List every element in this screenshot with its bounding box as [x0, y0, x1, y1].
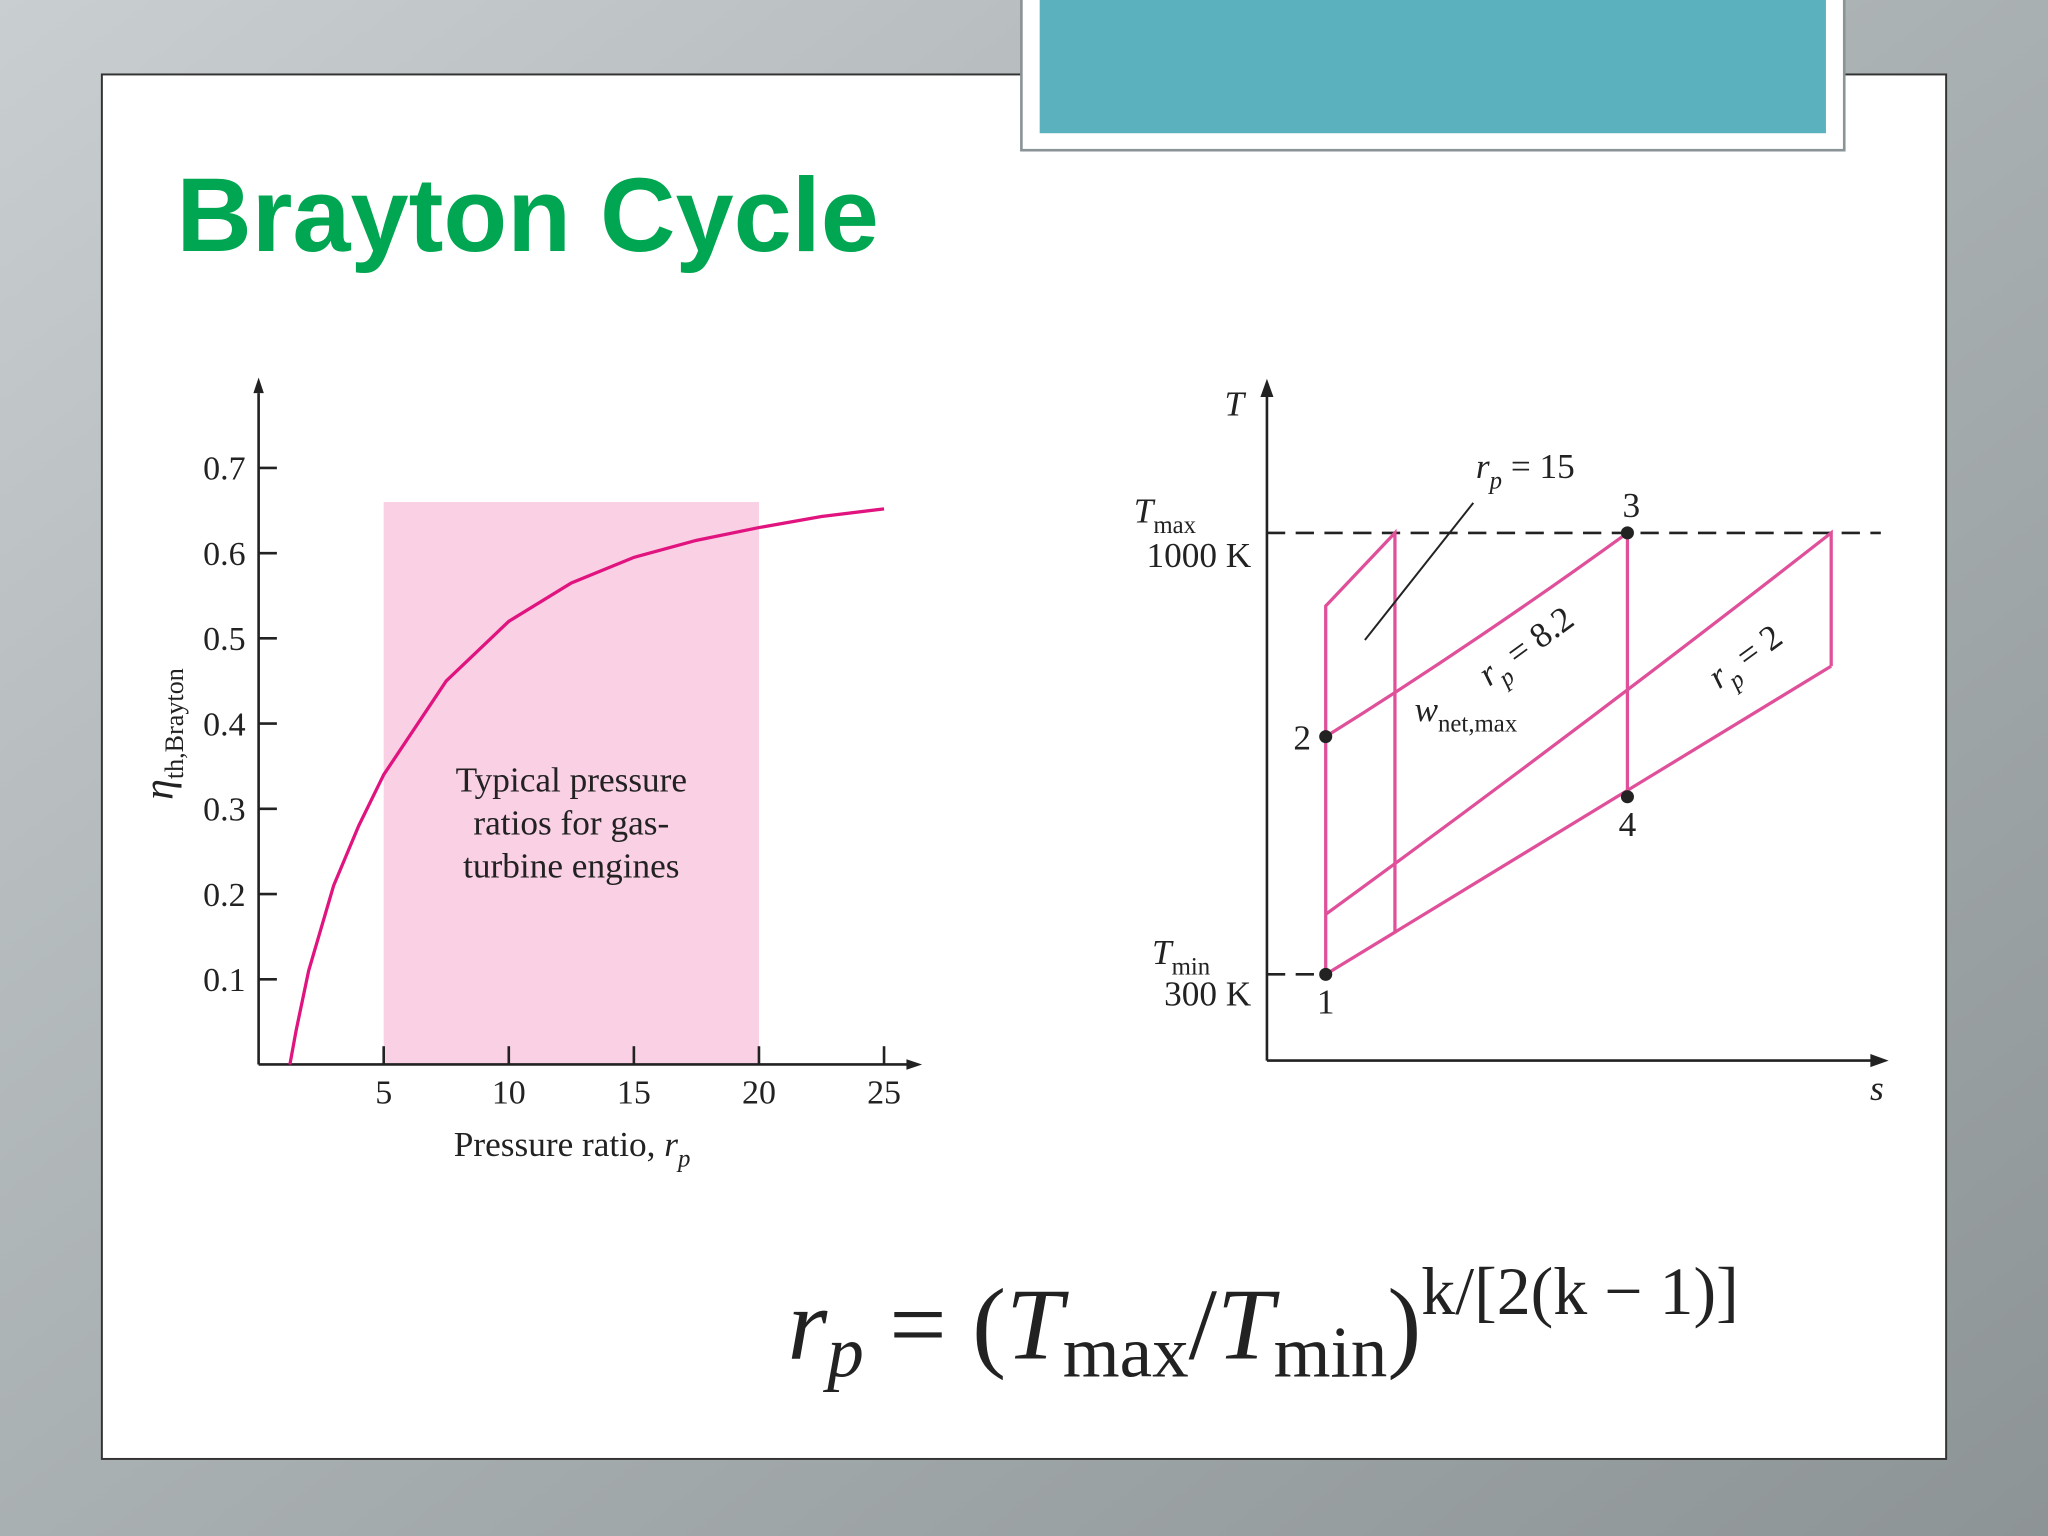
tmax-label: Tmax: [1134, 491, 1197, 538]
y-tick-label: 0.1: [203, 962, 245, 999]
low-pressure-line: [1324, 664, 1833, 976]
work-subscript: net,max: [1438, 710, 1518, 737]
state-point: [1620, 526, 1634, 540]
x-axis-label-text: Pressure ratio,: [454, 1125, 664, 1164]
formula-part: T: [1217, 1268, 1280, 1381]
state-label: 4: [1619, 805, 1637, 844]
s-axis-label: s: [1870, 1069, 1884, 1108]
formula-part: p: [822, 1312, 864, 1393]
rp15-label: rp = 15: [1476, 447, 1575, 494]
state-label: 1: [1317, 983, 1335, 1022]
y-axis-label-subscript: th,Brayton: [160, 668, 189, 779]
tmax-symbol: T: [1134, 491, 1156, 530]
y-tick-label: 0.7: [203, 451, 245, 488]
rp15-subscript: p: [1488, 467, 1502, 494]
cycle-rp2: [1324, 529, 1833, 916]
formula-part: r: [788, 1268, 828, 1381]
work-label: wnet,max: [1415, 690, 1518, 737]
efficiency-chart: Pressure ratio, rp ηth,Brayton Typical p…: [136, 377, 923, 1172]
range-label: Typical pressure: [456, 761, 687, 800]
formula-part: T: [1006, 1268, 1069, 1381]
rp15-symbol: r: [1476, 447, 1490, 486]
y-axis-label: ηth,Brayton: [136, 668, 188, 800]
tmin-label: Tmin: [1152, 933, 1211, 980]
s-axis-arrow: [1870, 1054, 1889, 1068]
range-label: ratios for gas-: [473, 804, 669, 843]
content-panel: [100, 73, 1948, 1460]
tmin-subscript: min: [1172, 953, 1211, 980]
y-tick-label: 0.6: [203, 536, 245, 573]
x-tick-label: 20: [742, 1075, 776, 1112]
x-axis-label: Pressure ratio, rp: [454, 1125, 691, 1172]
x-axis-arrow: [906, 1059, 923, 1070]
leader-line: [1364, 502, 1475, 641]
cycle-rp15: [1324, 528, 1397, 975]
header-fill: [1039, 0, 1826, 134]
x-axis-label-subscript: p: [676, 1145, 690, 1172]
tmax-subscript: max: [1153, 512, 1196, 539]
formula-part: = (: [864, 1268, 1006, 1381]
y-tick-label: 0.4: [203, 706, 245, 743]
formula-part: /: [1189, 1268, 1218, 1381]
t-axis-label: T: [1224, 384, 1246, 423]
x-tick-label: 10: [492, 1075, 526, 1112]
cycle-rp8: [1324, 529, 1630, 797]
state-label: 3: [1623, 486, 1641, 525]
state-point: [1319, 730, 1333, 744]
y-axis-label-symbol: η: [136, 779, 182, 800]
x-tick-label: 25: [867, 1075, 901, 1112]
t-axis-arrow: [1260, 378, 1274, 398]
shaded-range: [383, 502, 759, 1065]
range-label: turbine engines: [463, 847, 679, 886]
formula-part: min: [1274, 1312, 1388, 1393]
x-axis-label-symbol: r: [664, 1125, 678, 1164]
x-tick-label: 5: [375, 1075, 392, 1112]
state-point: [1319, 967, 1333, 981]
tmax-value: 1000 K: [1146, 536, 1251, 575]
formula-part: k/[2(k − 1)]: [1421, 1253, 1738, 1329]
y-tick-label: 0.2: [203, 877, 245, 914]
slide-title: Brayton Cycle: [176, 157, 879, 274]
formula: rp = (Tmax/Tmin)k/[2(k − 1)]: [788, 1253, 1739, 1393]
y-axis-arrow: [253, 377, 264, 394]
efficiency-curve: [288, 507, 885, 1065]
state-point: [1620, 790, 1634, 804]
tmin-symbol: T: [1152, 933, 1174, 972]
formula-part: max: [1063, 1312, 1189, 1393]
x-tick-label: 15: [617, 1075, 651, 1112]
work-symbol: w: [1415, 690, 1439, 729]
y-tick-label: 0.3: [203, 792, 245, 829]
formula-part: ): [1387, 1268, 1421, 1381]
rp15-text: = 15: [1502, 447, 1575, 486]
state-label: 2: [1293, 719, 1311, 758]
tmin-value: 300 K: [1164, 975, 1252, 1014]
y-tick-label: 0.5: [203, 621, 245, 658]
